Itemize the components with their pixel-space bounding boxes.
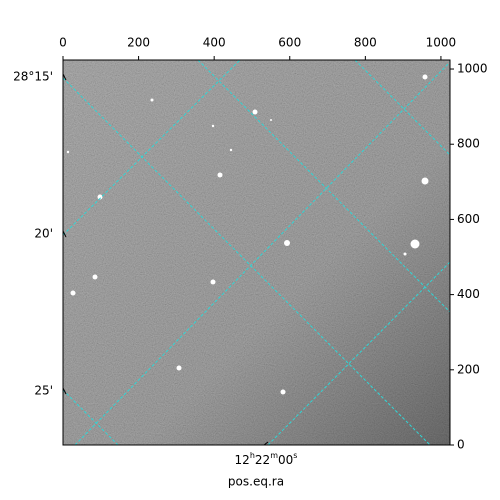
dec-tick-label: 25' [34,384,53,398]
grid-line [354,60,450,156]
x-tick-label: 0 [59,36,67,50]
dec-tick [62,387,67,395]
grid-line [74,61,450,445]
grid-line [63,389,119,445]
dec-tick [62,73,67,81]
dec-tick-label: 28°15' [13,70,53,84]
x-axis-label: pos.eq.ra [228,475,284,489]
grid-line [267,261,450,445]
x-tick-label: 400 [203,36,226,50]
stars [66,74,429,395]
y-tick-label: 0 [457,438,465,452]
x-tick-label: 800 [354,36,377,50]
grid-line [63,60,241,236]
x-tick-label: 200 [127,36,150,50]
x-tick-label: 1000 [426,36,457,50]
frame [62,59,451,446]
y-tick-label: 400 [457,287,480,301]
coordinate-grid [63,60,450,445]
y-tick-label: 1000 [457,62,488,76]
x-tick-label: 600 [278,36,301,50]
ra-tick-label: 12h22m00s [235,451,298,467]
image [63,60,450,445]
grid-line [197,60,450,313]
dec-tick [62,230,67,238]
y-tick-label: 200 [457,362,480,376]
y-tick-label: 800 [457,137,480,151]
y-tick-label: 600 [457,212,480,226]
ra-tick [263,441,269,446]
grid-line [63,77,431,445]
dec-tick-label: 20' [34,227,53,241]
